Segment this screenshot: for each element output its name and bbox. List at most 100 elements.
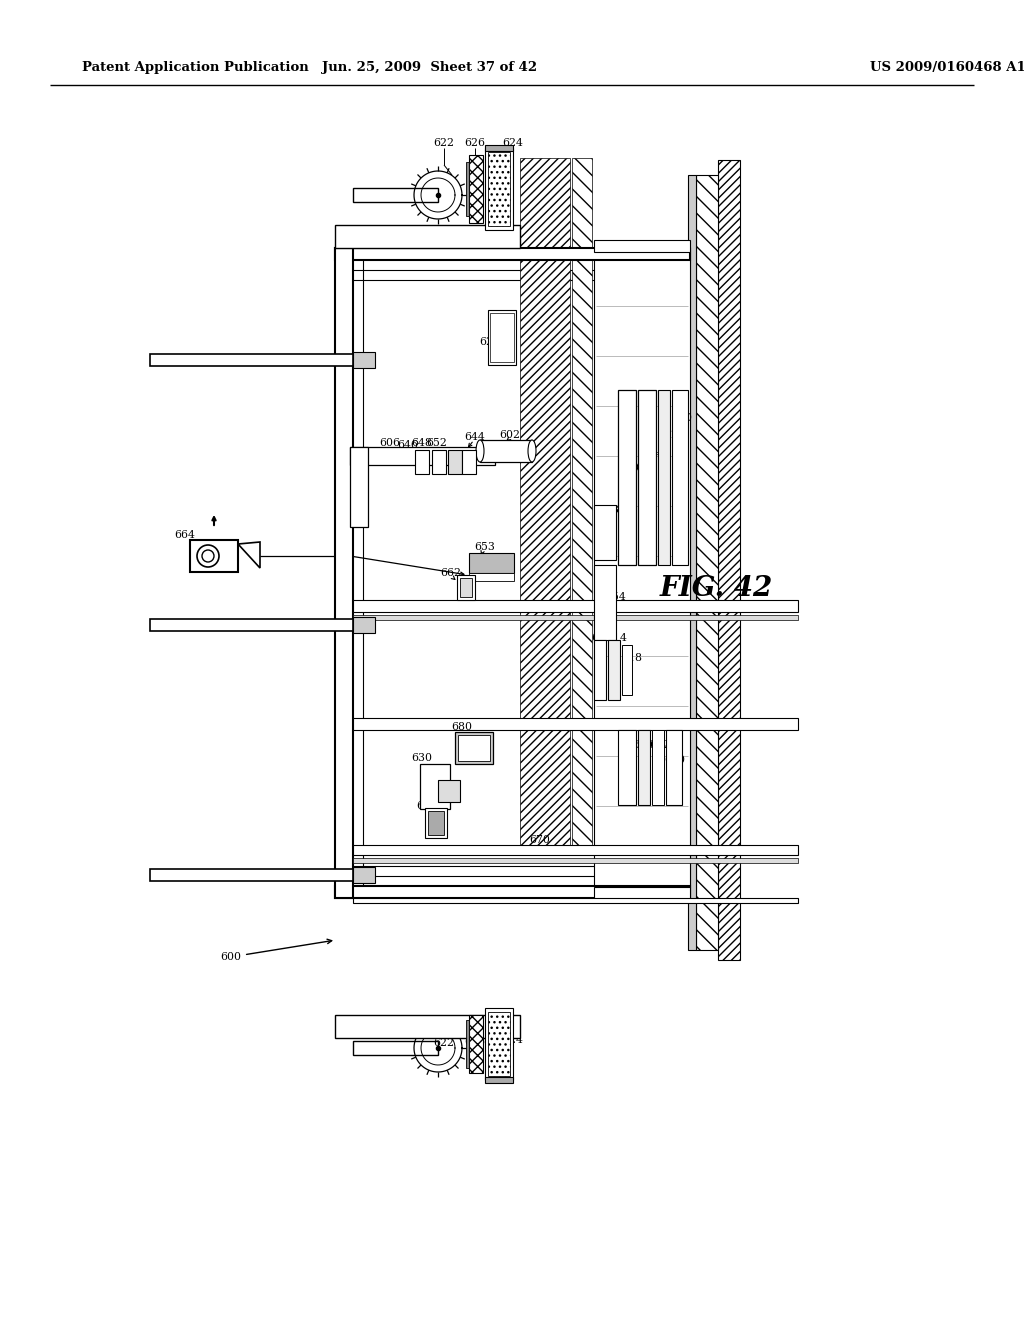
Text: 686: 686 xyxy=(635,741,655,750)
Ellipse shape xyxy=(197,545,219,568)
Bar xyxy=(462,450,476,474)
Bar xyxy=(485,1077,513,1082)
Bar xyxy=(335,248,690,260)
Bar xyxy=(488,152,510,226)
Bar xyxy=(618,730,636,805)
Bar xyxy=(350,447,495,465)
Bar xyxy=(353,858,798,863)
Text: 616: 616 xyxy=(592,634,612,643)
Bar xyxy=(638,389,656,565)
Bar xyxy=(353,616,375,634)
Text: 620: 620 xyxy=(618,463,640,473)
Bar xyxy=(618,389,636,565)
Ellipse shape xyxy=(528,440,536,462)
Text: 646: 646 xyxy=(397,440,419,450)
Bar xyxy=(594,240,690,252)
Bar xyxy=(353,867,375,883)
Bar xyxy=(638,730,650,805)
Bar xyxy=(335,886,690,898)
Bar xyxy=(458,735,490,762)
Text: 634: 634 xyxy=(605,506,627,515)
Bar xyxy=(335,224,520,248)
Bar xyxy=(594,565,616,640)
Text: 622: 622 xyxy=(433,139,455,148)
Text: 682: 682 xyxy=(649,741,671,750)
Text: 628: 628 xyxy=(479,337,501,347)
Text: 624: 624 xyxy=(503,139,523,148)
Bar xyxy=(594,640,606,700)
Bar xyxy=(485,148,513,230)
Polygon shape xyxy=(238,543,260,568)
Bar xyxy=(622,645,632,696)
Bar xyxy=(420,764,450,809)
Bar xyxy=(190,540,238,572)
Text: 614: 614 xyxy=(606,634,628,643)
Bar xyxy=(335,1015,520,1038)
Bar xyxy=(572,158,592,847)
Bar xyxy=(353,601,798,612)
Bar xyxy=(457,576,475,601)
Text: 664: 664 xyxy=(174,531,196,540)
Bar xyxy=(466,162,469,216)
Bar xyxy=(353,718,798,730)
Bar xyxy=(353,187,438,202)
Bar xyxy=(594,887,690,899)
Text: 680: 680 xyxy=(452,722,472,733)
Text: Patent Application Publication: Patent Application Publication xyxy=(82,62,309,74)
Bar xyxy=(460,578,472,597)
Bar xyxy=(353,352,375,368)
Bar xyxy=(415,450,429,474)
Bar xyxy=(488,310,516,366)
Text: 682: 682 xyxy=(657,430,679,440)
Bar xyxy=(150,869,353,880)
Bar xyxy=(666,730,682,805)
Text: 618: 618 xyxy=(622,653,642,663)
Ellipse shape xyxy=(202,550,214,562)
Text: 600: 600 xyxy=(220,940,332,962)
Text: 626: 626 xyxy=(465,139,485,148)
Text: 624: 624 xyxy=(503,1035,523,1045)
Bar xyxy=(490,313,514,362)
Text: 652: 652 xyxy=(427,438,447,447)
Bar xyxy=(480,440,532,462)
Text: 654: 654 xyxy=(605,591,627,602)
Bar xyxy=(335,248,353,898)
Text: 604: 604 xyxy=(639,447,659,457)
Bar xyxy=(350,447,368,527)
Text: 606: 606 xyxy=(380,438,400,447)
Bar xyxy=(688,176,696,950)
Text: US 2009/0160468 A1: US 2009/0160468 A1 xyxy=(870,62,1024,74)
Text: 670: 670 xyxy=(529,836,551,845)
Text: 626: 626 xyxy=(465,1038,485,1047)
Text: 668: 668 xyxy=(417,801,437,810)
Bar xyxy=(672,389,688,565)
Text: 648: 648 xyxy=(412,438,432,447)
Bar xyxy=(520,158,570,847)
Text: 660: 660 xyxy=(672,413,692,422)
Text: 660: 660 xyxy=(665,755,685,766)
Bar xyxy=(428,810,444,836)
Text: 653: 653 xyxy=(474,543,496,552)
Bar xyxy=(438,780,460,803)
Bar xyxy=(455,733,493,764)
Bar xyxy=(353,1041,438,1055)
Text: 602: 602 xyxy=(500,430,520,440)
Bar xyxy=(353,615,798,620)
Text: 684: 684 xyxy=(428,774,449,783)
Bar xyxy=(469,573,514,581)
Bar xyxy=(432,450,446,474)
Bar xyxy=(449,450,462,474)
Bar xyxy=(658,389,670,565)
Bar xyxy=(594,252,690,887)
Ellipse shape xyxy=(476,440,484,462)
Bar xyxy=(696,176,718,950)
Bar xyxy=(150,619,353,631)
Bar xyxy=(469,1015,483,1073)
Bar xyxy=(469,553,514,573)
Bar xyxy=(485,145,513,150)
Bar xyxy=(488,1012,510,1076)
Text: Jun. 25, 2009  Sheet 37 of 42: Jun. 25, 2009 Sheet 37 of 42 xyxy=(323,62,538,74)
Bar xyxy=(485,1008,513,1080)
Bar xyxy=(353,845,798,855)
Text: 662: 662 xyxy=(440,568,462,578)
